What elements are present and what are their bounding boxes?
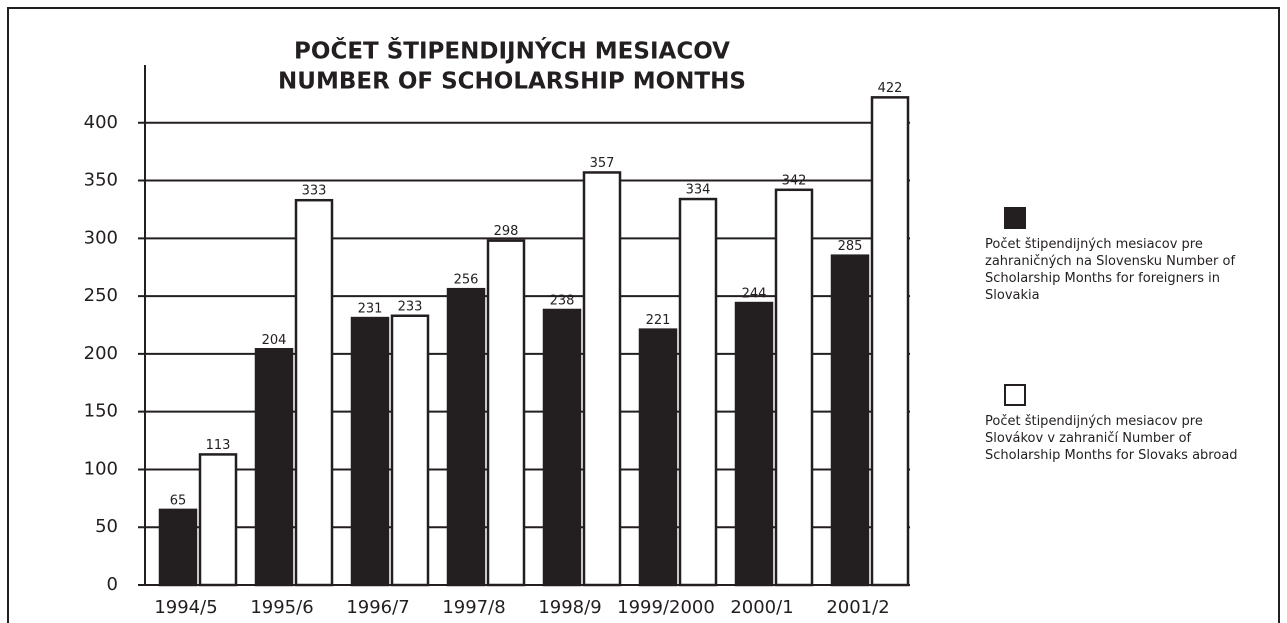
bar — [294, 198, 334, 587]
bar — [774, 188, 814, 587]
y-tick-label: 400 — [84, 112, 118, 133]
value-label: 244 — [742, 287, 767, 302]
bar — [158, 508, 198, 587]
value-label: 233 — [398, 299, 423, 314]
x-tick-label: 2000/1 — [730, 597, 793, 618]
bar — [582, 171, 622, 587]
value-label: 204 — [262, 333, 287, 348]
bar — [542, 308, 582, 587]
bar — [390, 314, 430, 587]
value-label: 113 — [206, 438, 231, 453]
x-tick-label: 2001/2 — [826, 597, 889, 618]
value-label: 298 — [494, 224, 519, 239]
value-label: 238 — [550, 293, 575, 308]
bar — [734, 301, 774, 587]
x-tick-label: 1996/7 — [346, 597, 409, 618]
value-label: 422 — [878, 81, 903, 96]
value-label: 333 — [302, 184, 327, 199]
y-tick-label: 350 — [84, 170, 118, 191]
value-label: 221 — [646, 313, 671, 328]
y-tick-label: 50 — [95, 516, 118, 537]
x-tick-label: 1994/5 — [154, 597, 217, 618]
y-tick-label: 0 — [107, 574, 118, 595]
y-tick-label: 100 — [84, 458, 118, 479]
y-tick-label: 250 — [84, 285, 118, 306]
bar — [830, 254, 870, 587]
bar — [446, 287, 486, 587]
y-tick-label: 200 — [84, 343, 118, 364]
x-tick-label: 1995/6 — [250, 597, 313, 618]
y-tick-label: 150 — [84, 401, 118, 422]
chart-subtitle: NUMBER OF SCHOLARSHIP MONTHS — [278, 69, 746, 95]
value-label: 285 — [838, 239, 863, 254]
legend-label: Počet štipendijných mesiacov pre zahrani… — [985, 237, 1236, 303]
bar — [678, 197, 718, 587]
x-tick-label: 1999/2000 — [617, 597, 715, 618]
bar — [870, 96, 910, 587]
bar — [254, 348, 294, 587]
bar — [486, 239, 526, 587]
frame — [7, 7, 1280, 623]
chart-title: POČET ŠTIPENDIJNÝCH MESIACOV — [294, 37, 730, 65]
value-label: 256 — [454, 273, 479, 288]
x-tick-label: 1997/8 — [442, 597, 505, 618]
value-label: 231 — [358, 302, 383, 317]
value-label: 65 — [170, 493, 187, 508]
legend-swatch — [1004, 207, 1026, 229]
y-tick-label: 300 — [84, 227, 118, 248]
legend-swatch — [1004, 384, 1026, 406]
legend-label: Počet štipendijných mesiacov pre Slováko… — [985, 414, 1238, 463]
value-label: 342 — [782, 173, 807, 188]
bar — [638, 328, 678, 587]
x-tick-label: 1998/9 — [538, 597, 601, 618]
bar — [350, 316, 390, 587]
value-label: 334 — [686, 183, 711, 198]
value-label: 357 — [590, 156, 615, 171]
bar — [198, 453, 238, 587]
